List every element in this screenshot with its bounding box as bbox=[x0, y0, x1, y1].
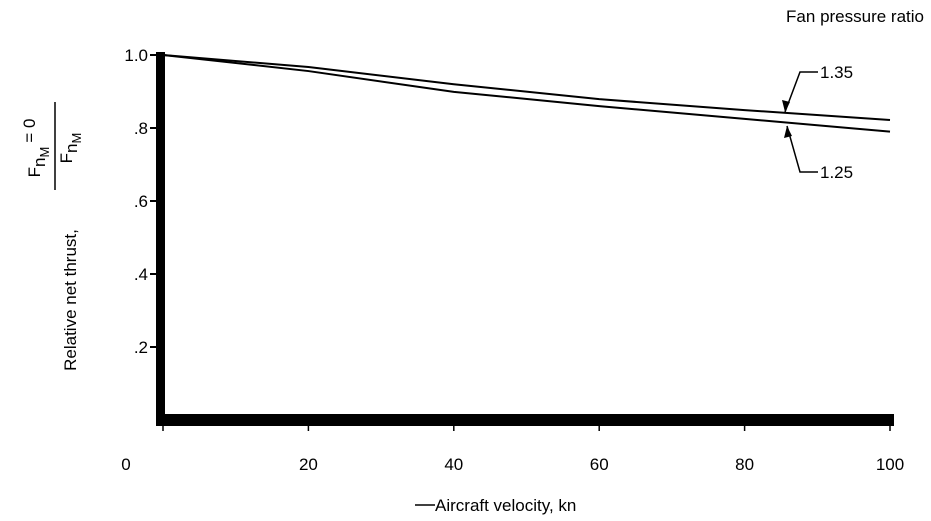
y-label-numerator: FnM = 0 bbox=[20, 119, 52, 178]
y-tick-label: .8 bbox=[134, 119, 148, 138]
y-label-denominator: FnM bbox=[57, 133, 84, 164]
leader-arrow bbox=[784, 126, 792, 138]
y-label-part: n bbox=[62, 143, 81, 152]
y-axis-label: Relative net thrust, bbox=[61, 229, 80, 371]
y-tick-label: .6 bbox=[134, 192, 148, 211]
leader-arrow bbox=[782, 100, 790, 112]
leader-line bbox=[786, 125, 818, 173]
y-label-part: M bbox=[37, 147, 52, 158]
y-tick-label: .4 bbox=[134, 265, 148, 284]
series-label: 1.25 bbox=[820, 163, 853, 182]
y-axis-label-group: Relative net thrust, FnM= 0 FnM bbox=[20, 102, 84, 371]
series-label: 1.35 bbox=[820, 63, 853, 82]
x-axis-label: Aircraft velocity, kn bbox=[435, 496, 576, 515]
leader-line bbox=[784, 71, 818, 113]
x-tick-label: 100 bbox=[876, 455, 904, 474]
y-tick-label: 1.0 bbox=[124, 46, 148, 65]
x-tick-label: 40 bbox=[444, 455, 463, 474]
series-line bbox=[162, 54, 891, 121]
x-tick-label: 80 bbox=[735, 455, 754, 474]
x-tick-label: 0 bbox=[121, 455, 130, 474]
y-label-part: M bbox=[69, 133, 84, 144]
series-line bbox=[162, 54, 891, 133]
y-label-part: n bbox=[30, 158, 49, 167]
y-axis-line bbox=[156, 52, 165, 426]
y-label-part: = 0 bbox=[20, 119, 39, 143]
x-axis-line bbox=[156, 414, 894, 426]
x-tick-label: 20 bbox=[299, 455, 318, 474]
y-tick-label: .2 bbox=[134, 338, 148, 357]
x-tick-label: 60 bbox=[590, 455, 609, 474]
legend-title: Fan pressure ratio bbox=[786, 7, 924, 26]
y-label-part: F bbox=[25, 167, 44, 177]
y-label-part: F bbox=[57, 153, 76, 163]
